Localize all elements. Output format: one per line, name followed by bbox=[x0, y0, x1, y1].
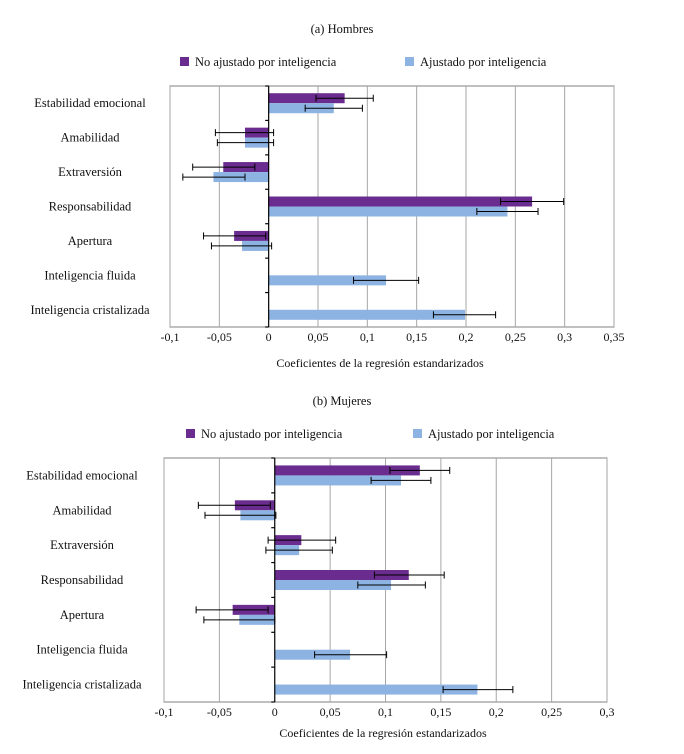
bar bbox=[268, 196, 533, 207]
legend-swatch-unadjusted bbox=[186, 429, 195, 438]
legend: No ajustado por inteligencia Ajustado por… bbox=[180, 55, 547, 69]
error-bar bbox=[214, 129, 275, 137]
bar bbox=[274, 684, 478, 695]
category-label-amabilidad: Amabilidad bbox=[52, 503, 112, 517]
legend-label-adjusted: Ajustado por inteligencia bbox=[420, 55, 547, 69]
category-labels: Estabilidad emocional Amabilidad Extravers… bbox=[22, 468, 141, 691]
bar bbox=[274, 570, 409, 580]
x-tick-label: 0,3 bbox=[557, 330, 572, 344]
bar bbox=[268, 309, 466, 320]
error-bar bbox=[314, 651, 388, 659]
legend-swatch-adjusted bbox=[413, 429, 422, 438]
series-unadjusted bbox=[195, 465, 451, 615]
x-axis-label: Coeficientes de la regresión estandariza… bbox=[279, 726, 487, 740]
x-tick-label: 0,25 bbox=[541, 705, 562, 719]
error-bar bbox=[195, 606, 269, 614]
error-bar bbox=[315, 94, 374, 102]
x-tick-label: 0,2 bbox=[489, 705, 504, 719]
error-bar bbox=[216, 139, 275, 147]
series-unadjusted bbox=[192, 93, 565, 241]
category-label-inteligencia-cristalizada: Inteligencia cristalizada bbox=[22, 678, 141, 692]
category-label-responsabilidad: Responsabilidad bbox=[49, 200, 132, 214]
zero-axis bbox=[271, 457, 276, 703]
zero-axis bbox=[265, 85, 270, 328]
x-axis-label: Coeficientes de la regresión estandariza… bbox=[276, 356, 484, 370]
legend-label-unadjusted: No ajustado por inteligencia bbox=[195, 55, 337, 69]
x-tick-label: 0 bbox=[266, 330, 272, 344]
x-tick-label: -0,05 bbox=[207, 705, 232, 719]
error-bar bbox=[267, 536, 337, 544]
bars bbox=[195, 465, 514, 695]
category-label-amabilidad: Amabilidad bbox=[60, 131, 120, 145]
bar bbox=[274, 649, 351, 660]
legend-label-unadjusted: No ajustado por inteligencia bbox=[201, 427, 343, 441]
category-label-inteligencia-fluida: Inteligencia fluida bbox=[36, 643, 128, 657]
bar bbox=[268, 93, 345, 104]
error-bar bbox=[204, 511, 277, 519]
bars bbox=[182, 93, 565, 320]
x-tick-label: -0,05 bbox=[207, 330, 232, 344]
bar bbox=[274, 580, 392, 590]
x-tick-label: 0,05 bbox=[308, 330, 329, 344]
category-label-extraversion: Extraversión bbox=[50, 538, 115, 552]
series-adjusted bbox=[182, 103, 539, 320]
legend: No ajustado por inteligencia Ajustado por… bbox=[186, 427, 555, 441]
x-tick-label: 0,15 bbox=[430, 705, 451, 719]
series-adjusted bbox=[203, 475, 514, 695]
bar bbox=[268, 275, 387, 286]
x-tick-label: 0,1 bbox=[360, 330, 375, 344]
error-bar bbox=[476, 208, 539, 215]
x-tick-label: 0,1 bbox=[378, 705, 393, 719]
category-label-inteligencia-cristalizada: Inteligencia cristalizada bbox=[30, 303, 149, 317]
x-tick-label: 0,15 bbox=[406, 330, 427, 344]
error-bar bbox=[192, 163, 256, 171]
error-bar bbox=[373, 571, 445, 579]
category-label-apertura: Apertura bbox=[60, 608, 105, 622]
error-bar bbox=[357, 581, 426, 589]
bar bbox=[268, 206, 508, 217]
category-label-responsabilidad: Responsabilidad bbox=[41, 573, 124, 587]
error-bar bbox=[442, 686, 514, 694]
bar bbox=[274, 465, 420, 476]
category-label-inteligencia-fluida: Inteligencia fluida bbox=[44, 268, 136, 282]
error-bar bbox=[389, 466, 451, 474]
x-tick-label: -0,1 bbox=[155, 705, 174, 719]
error-bar bbox=[353, 276, 420, 284]
x-tick-label: 0,35 bbox=[604, 330, 625, 344]
legend-label-adjusted: Ajustado por inteligencia bbox=[428, 427, 555, 441]
error-bar bbox=[197, 501, 271, 509]
error-bar bbox=[182, 173, 246, 181]
category-label-apertura: Apertura bbox=[68, 234, 113, 248]
x-axis-ticks: -0,1 -0,05 0 0,05 0,1 0,15 0,2 0,25 0,3 bbox=[155, 705, 615, 719]
x-tick-label: 0,25 bbox=[505, 330, 526, 344]
chart-title: (b) Mujeres bbox=[313, 394, 372, 408]
error-bar bbox=[432, 311, 497, 319]
category-label-extraversion: Extraversión bbox=[58, 165, 123, 179]
chart-panel-hombres: (a) Hombres No ajustado por inteligencia A… bbox=[30, 22, 624, 370]
category-label-estabilidad-emocional: Estabilidad emocional bbox=[34, 96, 146, 110]
category-labels: Estabilidad emocional Amabilidad Extravers… bbox=[30, 96, 149, 317]
x-tick-label: 0,05 bbox=[320, 705, 341, 719]
x-tick-label: -0,1 bbox=[161, 330, 180, 344]
error-bar bbox=[210, 242, 273, 250]
category-label-estabilidad-emocional: Estabilidad emocional bbox=[26, 468, 138, 482]
chart-title: (a) Hombres bbox=[311, 22, 374, 36]
x-tick-label: 0,2 bbox=[459, 330, 474, 344]
legend-swatch-unadjusted bbox=[180, 57, 189, 66]
x-axis-ticks: -0,1 -0,05 0 0,05 0,1 0,15 0,2 0,25 0,3 0,35 bbox=[161, 330, 625, 344]
x-tick-label: 0 bbox=[272, 705, 278, 719]
chart-panel-mujeres: (b) Mujeres No ajustado por inteligencia A… bbox=[22, 394, 614, 740]
error-bar bbox=[500, 198, 565, 205]
error-bar bbox=[265, 546, 333, 554]
error-bar bbox=[370, 476, 432, 484]
bar bbox=[268, 103, 334, 114]
error-bar bbox=[304, 104, 363, 112]
bar bbox=[274, 475, 402, 486]
x-tick-label: 0,3 bbox=[600, 705, 615, 719]
error-bar bbox=[203, 232, 267, 240]
legend-swatch-adjusted bbox=[405, 57, 414, 66]
